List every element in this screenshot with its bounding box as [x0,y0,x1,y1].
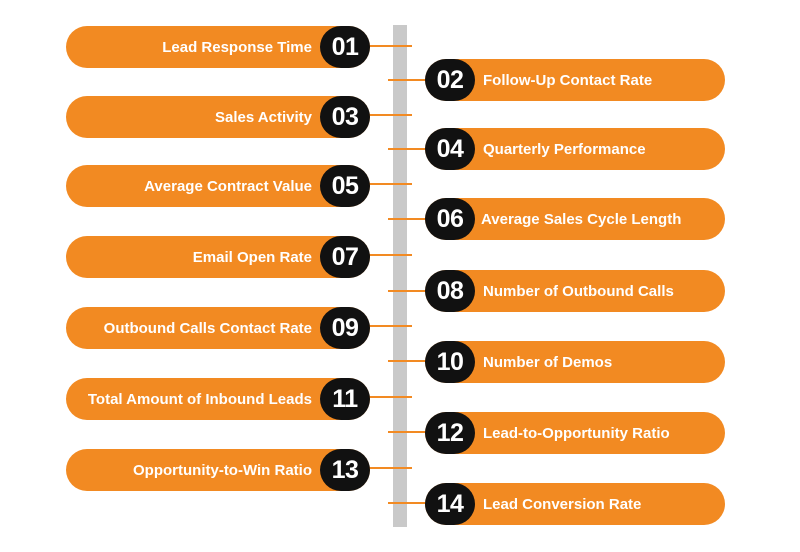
metric-label: Lead Conversion Rate [483,495,642,513]
metric-label: Quarterly Performance [483,140,646,158]
connector-tick [368,183,412,185]
connector-tick [368,325,412,327]
metric-label: Average Sales Cycle Length [481,210,682,228]
metric-item-03: Sales Activity 03 [66,96,370,138]
metric-item-10: 10 Number of Demos [425,341,725,383]
metric-label: Number of Outbound Calls [483,282,674,300]
metric-number-badge: 04 [425,128,475,170]
metric-number-badge: 12 [425,412,475,454]
metric-item-06: 06 Average Sales Cycle Length [425,198,725,240]
metric-number-badge: 13 [320,449,370,491]
metric-item-14: 14 Lead Conversion Rate [425,483,725,525]
metric-number-badge: 03 [320,96,370,138]
connector-tick [368,45,412,47]
metric-label: Average Contract Value [144,177,312,195]
metric-number-badge: 06 [425,198,475,240]
metric-item-12: 12 Lead-to-Opportunity Ratio [425,412,725,454]
metric-number-badge: 10 [425,341,475,383]
timeline-spine [393,25,407,527]
connector-tick [388,360,432,362]
metric-number-badge: 01 [320,26,370,68]
metric-item-09: Outbound Calls Contact Rate 09 [66,307,370,349]
metric-label: Email Open Rate [192,248,312,266]
metric-item-04: 04 Quarterly Performance [425,128,725,170]
metric-item-01: Lead Response Time 01 [66,26,370,68]
metric-item-11: Total Amount of Inbound Leads 11 [66,378,370,420]
connector-tick [388,148,432,150]
metric-number-badge: 02 [425,59,475,101]
metric-number-badge: 11 [320,378,370,420]
connector-tick [388,290,432,292]
metric-label: Opportunity-to-Win Ratio [133,461,312,479]
metric-number-badge: 08 [425,270,475,312]
metric-number-badge: 14 [425,483,475,525]
connector-tick [368,467,412,469]
metric-item-07: Email Open Rate 07 [66,236,370,278]
metric-item-13: Opportunity-to-Win Ratio 13 [66,449,370,491]
metric-label: Outbound Calls Contact Rate [103,319,312,337]
metric-label: Lead Response Time [162,38,312,56]
metric-item-05: Average Contract Value 05 [66,165,370,207]
connector-tick [368,396,412,398]
connector-tick [368,114,412,116]
metric-label: Total Amount of Inbound Leads [87,390,312,408]
metric-label: Lead-to-Opportunity Ratio [483,424,670,442]
connector-tick [388,502,432,504]
metric-label: Number of Demos [483,353,613,371]
connector-tick [388,431,432,433]
metric-number-badge: 09 [320,307,370,349]
connector-tick [388,218,432,220]
connector-tick [388,79,432,81]
metric-item-02: 02 Follow-Up Contact Rate [425,59,725,101]
metric-number-badge: 05 [320,165,370,207]
metric-number-badge: 07 [320,236,370,278]
metric-label: Sales Activity [215,108,312,126]
metric-label: Follow-Up Contact Rate [483,71,653,89]
connector-tick [368,254,412,256]
metric-item-08: 08 Number of Outbound Calls [425,270,725,312]
